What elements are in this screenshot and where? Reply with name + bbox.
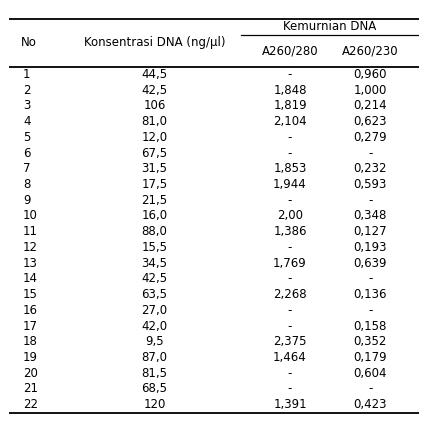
Text: 0,960: 0,960 [354,68,387,81]
Text: 0,279: 0,279 [354,131,387,144]
Text: -: - [288,147,292,160]
Text: 6: 6 [23,147,30,160]
Text: 120: 120 [143,398,166,411]
Text: 22: 22 [23,398,38,411]
Text: 2,104: 2,104 [273,115,307,128]
Text: -: - [288,194,292,207]
Text: 106: 106 [143,99,166,112]
Text: 1,819: 1,819 [273,99,307,112]
Text: No: No [21,36,37,49]
Text: -: - [288,241,292,254]
Text: Kemurnian DNA: Kemurnian DNA [283,20,377,33]
Text: 81,0: 81,0 [141,115,167,128]
Text: 1,000: 1,000 [354,83,387,97]
Text: -: - [288,383,292,395]
Text: 1: 1 [23,68,30,81]
Text: 88,0: 88,0 [142,225,167,238]
Text: 16: 16 [23,304,38,317]
Text: 0,136: 0,136 [354,288,387,301]
Text: 68,5: 68,5 [141,383,167,395]
Text: -: - [288,367,292,380]
Text: 0,179: 0,179 [354,351,387,364]
Text: 12,0: 12,0 [141,131,167,144]
Text: 17,5: 17,5 [141,178,167,191]
Text: 10: 10 [23,210,38,222]
Text: 21: 21 [23,383,38,395]
Text: 1,853: 1,853 [273,162,307,176]
Text: 2,268: 2,268 [273,288,307,301]
Text: 1,391: 1,391 [273,398,307,411]
Text: 67,5: 67,5 [141,147,167,160]
Text: 0,623: 0,623 [354,115,387,128]
Text: A260/280: A260/280 [262,44,318,58]
Text: 4: 4 [23,115,30,128]
Text: 1,386: 1,386 [273,225,307,238]
Text: 0,158: 0,158 [354,320,387,333]
Text: 2,00: 2,00 [277,210,303,222]
Text: -: - [368,272,372,285]
Text: 16,0: 16,0 [141,210,167,222]
Text: 9,5: 9,5 [145,335,164,348]
Text: 12: 12 [23,241,38,254]
Text: 2: 2 [23,83,30,97]
Text: 8: 8 [23,178,30,191]
Text: 87,0: 87,0 [141,351,167,364]
Text: 0,214: 0,214 [354,99,387,112]
Text: 18: 18 [23,335,38,348]
Text: 0,639: 0,639 [354,257,387,270]
Text: 34,5: 34,5 [141,257,167,270]
Text: 44,5: 44,5 [141,68,167,81]
Text: -: - [288,131,292,144]
Text: -: - [368,194,372,207]
Text: 21,5: 21,5 [141,194,167,207]
Text: 7: 7 [23,162,30,176]
Text: -: - [368,383,372,395]
Text: 81,5: 81,5 [141,367,167,380]
Text: 3: 3 [23,99,30,112]
Text: 19: 19 [23,351,38,364]
Text: 17: 17 [23,320,38,333]
Text: 2,375: 2,375 [273,335,307,348]
Text: 1,848: 1,848 [273,83,307,97]
Text: -: - [368,147,372,160]
Text: -: - [288,320,292,333]
Text: 0,193: 0,193 [354,241,387,254]
Text: 13: 13 [23,257,38,270]
Text: 1,464: 1,464 [273,351,307,364]
Text: 20: 20 [23,367,38,380]
Text: 0,352: 0,352 [354,335,387,348]
Text: 63,5: 63,5 [141,288,167,301]
Text: 11: 11 [23,225,38,238]
Text: 1,769: 1,769 [273,257,307,270]
Text: 42,5: 42,5 [141,272,167,285]
Text: 42,0: 42,0 [141,320,167,333]
Text: 0,348: 0,348 [354,210,387,222]
Text: -: - [368,304,372,317]
Text: A260/230: A260/230 [342,44,398,58]
Text: 0,127: 0,127 [354,225,387,238]
Text: 15,5: 15,5 [141,241,167,254]
Text: 0,423: 0,423 [354,398,387,411]
Text: 27,0: 27,0 [141,304,167,317]
Text: 42,5: 42,5 [141,83,167,97]
Text: 14: 14 [23,272,38,285]
Text: 0,232: 0,232 [354,162,387,176]
Text: 31,5: 31,5 [141,162,167,176]
Text: 5: 5 [23,131,30,144]
Text: -: - [288,304,292,317]
Text: 0,604: 0,604 [354,367,387,380]
Text: 0,593: 0,593 [354,178,387,191]
Text: Konsentrasi DNA (ng/µl): Konsentrasi DNA (ng/µl) [83,36,225,49]
Text: -: - [288,68,292,81]
Text: 9: 9 [23,194,30,207]
Text: -: - [288,272,292,285]
Text: 15: 15 [23,288,38,301]
Text: 1,944: 1,944 [273,178,307,191]
